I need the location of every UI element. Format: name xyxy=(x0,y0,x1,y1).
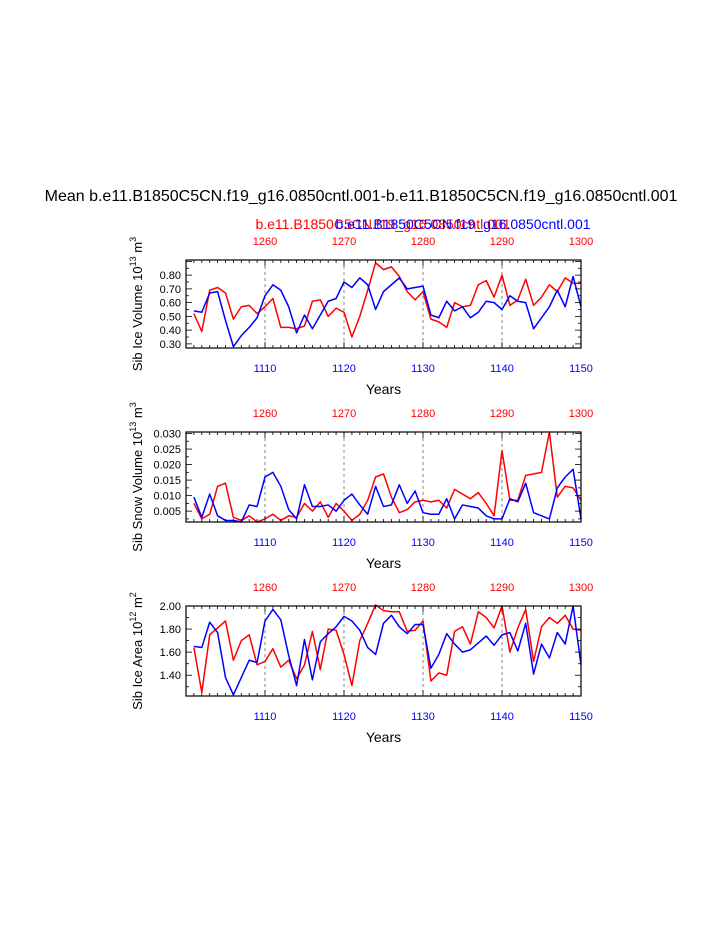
x-tick-label-top: 1260 xyxy=(253,236,277,248)
x-tick-label-bottom: 1140 xyxy=(490,711,514,723)
y-tick-label: 1.80 xyxy=(160,624,181,636)
y-axis-label: Sib Ice Area 1012 m2 xyxy=(128,592,145,710)
chart-panel-2: 1110 1120 1130 1140 1150 1260 1270 1280 1290 1300… xyxy=(128,402,593,571)
y-axis-label: Sib Snow Volume 1013 m3 xyxy=(128,402,145,551)
x-tick-label-top: 1270 xyxy=(332,582,356,594)
y-tick-label: 0.015 xyxy=(153,475,181,487)
x-tick-label-bottom: 1120 xyxy=(332,711,356,723)
y-axis-label-part: m xyxy=(130,597,145,611)
y-axis-label-part: 13 xyxy=(128,422,138,432)
y-tick-label: 2.00 xyxy=(160,601,181,613)
y-tick-label: 0.70 xyxy=(160,284,181,296)
x-tick-label-bottom: 1140 xyxy=(490,363,514,375)
y-axis-label-part: Sib Ice Volume 10 xyxy=(130,266,145,371)
x-tick-label-bottom: 1110 xyxy=(254,363,277,375)
x-tick-label-top: 1270 xyxy=(332,236,356,248)
y-tick-label: 0.30 xyxy=(160,339,181,351)
y-axis-label-part: 3 xyxy=(128,237,138,242)
x-tick-label-top: 1260 xyxy=(253,408,277,420)
chart-panel-3: 1110 1120 1130 1140 1150 1260 1270 1280 1290 1300… xyxy=(128,582,593,745)
x-tick-label-bottom: 1120 xyxy=(332,363,356,375)
y-axis-label-part: 2 xyxy=(128,592,138,597)
y-axis-label: Sib Ice Volume 1013 m3 xyxy=(128,237,145,371)
y-axis-label-part: 13 xyxy=(128,256,138,266)
series-line-blue xyxy=(193,605,582,696)
x-tick-label-top: 1290 xyxy=(490,236,514,248)
y-tick-label: 0.40 xyxy=(160,325,181,337)
x-tick-label-top: 1300 xyxy=(569,408,593,420)
y-tick-label: 0.020 xyxy=(153,460,181,472)
subtitle-red: b.e11.B1850C5CN.f19_g16.0850cntl.001 xyxy=(255,216,511,232)
y-tick-label: 0.50 xyxy=(160,311,181,323)
y-tick-label: 0.005 xyxy=(153,506,181,518)
y-tick-label: 0.80 xyxy=(160,270,181,282)
main-title: Mean b.e11.B1850C5CN.f19_g16.0850cntl.00… xyxy=(44,188,678,205)
chart-panel-1: 1110 1120 1130 1140 1150 1260 1270 1280 1290 1300… xyxy=(128,236,593,397)
x-axis-label: Years xyxy=(366,555,401,571)
x-axis-label: Years xyxy=(366,381,401,397)
y-tick-label: 0.025 xyxy=(153,444,181,456)
series-line-red xyxy=(193,604,582,694)
y-axis-label-part: m xyxy=(130,242,145,256)
series-line-red xyxy=(193,262,581,338)
x-tick-label-bottom: 1120 xyxy=(332,537,356,549)
subtitle-blue: b.e11.B1850C5CN.f19_g16.0850cntl.001 xyxy=(335,216,591,232)
y-axis-label-part: Sib Snow Volume 10 xyxy=(130,432,145,552)
y-tick-label: 0.010 xyxy=(153,491,181,503)
series-line-blue xyxy=(193,468,582,523)
y-tick-label: 0.60 xyxy=(160,298,181,310)
y-axis-label-part: Sib Ice Area 10 xyxy=(130,622,145,710)
y-axis-label-part: 12 xyxy=(128,612,138,622)
x-tick-label-top: 1280 xyxy=(411,236,435,248)
series-line-red xyxy=(193,431,582,523)
x-tick-label-top: 1280 xyxy=(411,582,435,594)
plot-frame xyxy=(185,431,582,523)
series-line-blue xyxy=(193,275,582,348)
x-tick-label-bottom: 1140 xyxy=(490,537,514,549)
plot-frame xyxy=(185,259,582,349)
x-tick-label-bottom: 1130 xyxy=(411,363,435,375)
y-tick-label: 1.40 xyxy=(160,670,181,682)
x-tick-label-top: 1290 xyxy=(490,408,514,420)
x-tick-label-bottom: 1110 xyxy=(254,711,277,723)
x-tick-label-top: 1260 xyxy=(253,582,277,594)
x-axis-label: Years xyxy=(366,729,401,745)
x-tick-label-top: 1300 xyxy=(569,582,593,594)
y-tick-label: 0.030 xyxy=(153,429,181,441)
x-tick-label-bottom: 1150 xyxy=(569,711,593,723)
x-tick-label-bottom: 1130 xyxy=(411,711,435,723)
y-axis-label-part: 3 xyxy=(128,402,138,407)
x-tick-label-top: 1300 xyxy=(569,236,593,248)
x-tick-label-bottom: 1110 xyxy=(254,537,277,549)
x-tick-label-top: 1280 xyxy=(411,408,435,420)
y-tick-label: 1.60 xyxy=(160,647,181,659)
x-tick-label-bottom: 1130 xyxy=(411,537,435,549)
y-axis-label-part: m xyxy=(130,407,145,421)
x-tick-label-top: 1270 xyxy=(332,408,356,420)
x-tick-label-bottom: 1150 xyxy=(569,363,593,375)
main-title-clip: Mean b.e11.B1850C5CN.f19_g16.0850cntl.00… xyxy=(0,188,723,212)
x-tick-label-bottom: 1150 xyxy=(569,537,593,549)
x-tick-label-top: 1290 xyxy=(490,582,514,594)
